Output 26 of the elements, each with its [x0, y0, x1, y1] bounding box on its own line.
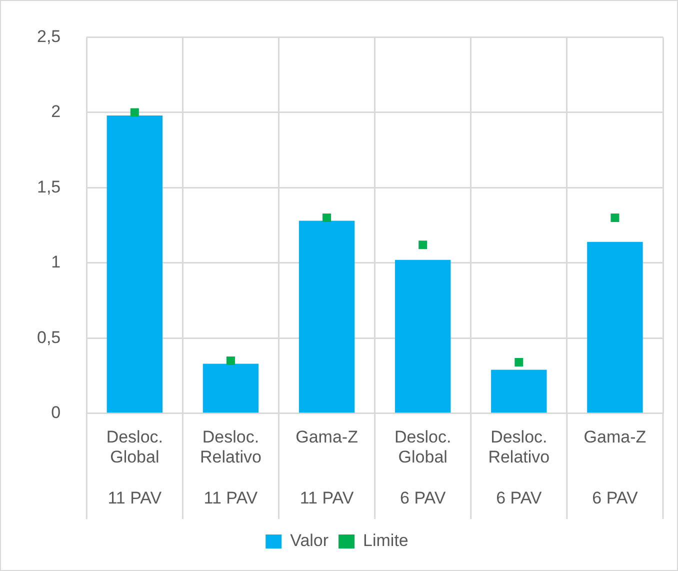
y-tick-label: 1 [51, 252, 61, 272]
bar [298, 220, 355, 413]
bar [587, 242, 643, 413]
bar [491, 370, 547, 413]
y-tick-label: 0,5 [36, 328, 61, 347]
point [418, 240, 428, 250]
y-tick-label: 1,5 [36, 177, 61, 196]
point [514, 358, 524, 366]
legend-label: Limite [363, 531, 408, 550]
point [226, 356, 235, 365]
point [322, 214, 332, 222]
category-label: Desloc. Relativo 6 PAV [488, 427, 550, 508]
point [610, 214, 620, 222]
legend-label: Valor [290, 531, 329, 550]
category-label: Gama-Z 6 PAV [584, 427, 646, 508]
bar [106, 115, 163, 413]
bar [202, 364, 259, 413]
y-tick-label: 0 [51, 403, 61, 422]
category-label: Desloc. Global 6 PAV [394, 427, 452, 508]
category-label: Gama-Z 11 PAV [296, 427, 358, 508]
y-tick-label: 2 [51, 102, 61, 122]
bar [394, 260, 451, 413]
point [130, 108, 139, 117]
category-label: Desloc. Relativo 11 PAV [200, 427, 262, 508]
category-label: Desloc. Global 11 PAV [106, 427, 164, 508]
y-tick-label: 2,5 [36, 26, 61, 46]
